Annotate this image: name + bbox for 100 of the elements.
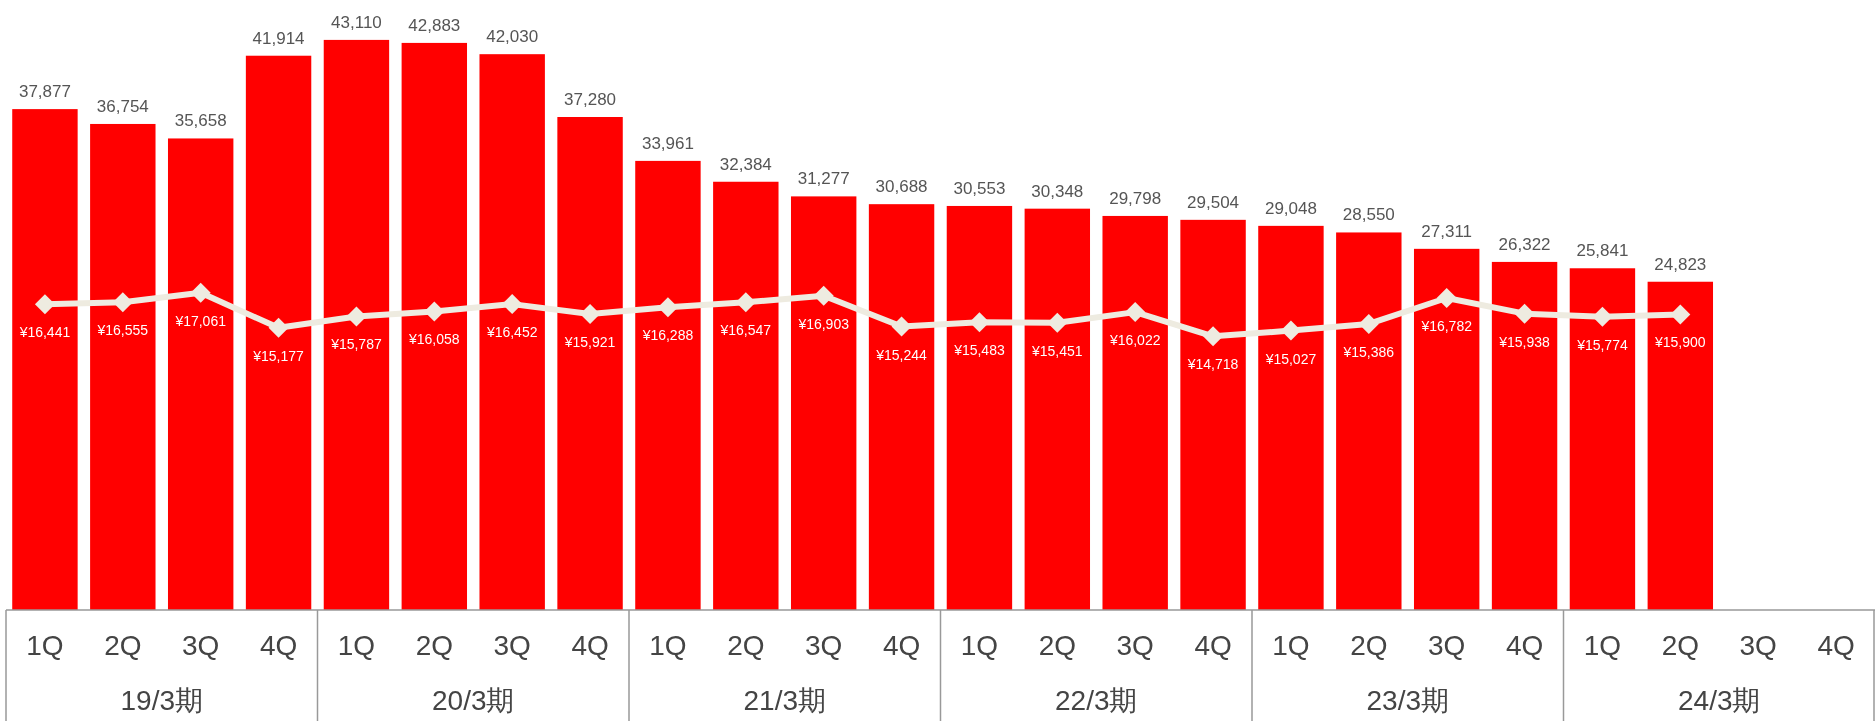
data-label: ¥16,058 xyxy=(408,331,460,348)
text: 22/3期 xyxy=(1055,685,1138,716)
data-label: ¥15,774 xyxy=(1576,336,1628,353)
point xyxy=(190,282,211,303)
point xyxy=(1436,287,1457,308)
x-tick-label: 4Q xyxy=(1505,630,1544,661)
data-label: ¥15,177 xyxy=(252,347,305,364)
point xyxy=(735,292,756,313)
data-label: 31,277 xyxy=(797,169,850,189)
data-label: ¥15,921 xyxy=(563,333,616,350)
data-label: ¥15,483 xyxy=(953,342,1005,359)
bar xyxy=(479,54,545,610)
data-label: 29,504 xyxy=(1187,192,1240,212)
point xyxy=(891,316,912,337)
bar xyxy=(635,160,701,610)
x-tick-label: 1Q xyxy=(649,630,687,661)
point xyxy=(1670,304,1691,325)
point xyxy=(1280,320,1301,341)
text: 23/3期 xyxy=(1366,685,1449,716)
bar xyxy=(1336,232,1402,610)
x-tick-label: 3Q xyxy=(1116,630,1154,661)
data-label: 30,348 xyxy=(1031,181,1084,201)
x-tick-label: 2Q xyxy=(1038,630,1076,661)
text: 20/3期 xyxy=(432,685,515,716)
point xyxy=(1125,302,1146,323)
point xyxy=(346,306,367,327)
bar xyxy=(12,109,78,610)
point xyxy=(424,301,445,322)
bar xyxy=(401,42,468,610)
data-label: 43,110 xyxy=(331,12,382,32)
x-tick-label: 3Q xyxy=(805,630,843,661)
point xyxy=(34,294,55,315)
x-tick-label: 4Q xyxy=(1194,630,1232,661)
bar xyxy=(245,55,312,610)
x-tick-label: 1Q xyxy=(1272,630,1310,661)
bar xyxy=(713,181,779,610)
bar xyxy=(1180,219,1246,610)
x-tick-label: 2Q xyxy=(1661,630,1699,661)
x-tick-label: 1Q xyxy=(26,630,64,661)
data-label: ¥16,452 xyxy=(485,324,538,341)
x-tick-label: 3Q xyxy=(493,630,531,661)
text: 24/3期 xyxy=(1678,685,1761,716)
bar xyxy=(1647,281,1714,610)
data-label: 41,914 xyxy=(252,28,305,48)
data-label: 33,961 xyxy=(641,133,694,153)
bar xyxy=(868,204,935,610)
data-label: ¥15,244 xyxy=(875,346,928,363)
bar xyxy=(1413,248,1480,610)
data-label: ¥15,938 xyxy=(1498,333,1551,350)
point xyxy=(1514,303,1535,324)
point xyxy=(268,317,289,338)
x-tick-label: 2Q xyxy=(1350,630,1388,661)
data-label: 29,048 xyxy=(1264,198,1317,218)
data-label: ¥16,782 xyxy=(1420,317,1473,334)
bar xyxy=(1258,225,1324,610)
data-label: ¥15,386 xyxy=(1342,343,1395,360)
x-tick-label: 2Q xyxy=(104,630,142,661)
data-label: 24,823 xyxy=(1654,254,1707,274)
x-tick-label: 1Q xyxy=(960,630,999,661)
data-label: 36,754 xyxy=(96,96,149,116)
point xyxy=(969,312,990,333)
point xyxy=(657,297,678,318)
data-label: 25,841 xyxy=(1576,241,1629,261)
point xyxy=(580,304,601,324)
data-label: ¥14,718 xyxy=(1186,356,1239,373)
data-label: ¥15,451 xyxy=(1031,342,1083,359)
x-tick-label: 3Q xyxy=(1739,630,1777,661)
text: 21/3期 xyxy=(743,685,826,716)
text: 19/3期 xyxy=(120,685,203,716)
x-tick-label: 2Q xyxy=(727,630,765,661)
point xyxy=(1203,326,1224,347)
bar xyxy=(1102,215,1168,610)
x-tick-label: 1Q xyxy=(337,630,376,661)
data-label: ¥15,787 xyxy=(330,336,382,353)
bar xyxy=(167,138,234,610)
data-label: ¥16,903 xyxy=(797,315,850,332)
bar xyxy=(946,205,1013,610)
data-label: ¥15,027 xyxy=(1264,350,1317,367)
x-tick-label: 3Q xyxy=(1428,630,1466,661)
data-label: ¥16,547 xyxy=(719,322,772,339)
point xyxy=(813,285,834,306)
data-label: 27,311 xyxy=(1421,221,1473,241)
point xyxy=(1047,312,1068,333)
bar xyxy=(557,117,623,610)
bar xyxy=(790,196,857,610)
point xyxy=(1358,313,1379,334)
point xyxy=(1592,306,1613,327)
x-tick-label: 4Q xyxy=(571,630,609,661)
x-tick-label: 3Q xyxy=(182,630,220,661)
point xyxy=(112,292,133,313)
data-label: 37,877 xyxy=(18,82,71,102)
x-tick-label: 4Q xyxy=(882,630,921,661)
data-label: ¥15,900 xyxy=(1654,334,1706,351)
data-label: ¥16,022 xyxy=(1108,332,1161,349)
data-label: 30,688 xyxy=(875,177,928,197)
x-tick-label: 1Q xyxy=(1583,630,1622,661)
bar xyxy=(90,123,156,610)
data-label: ¥16,555 xyxy=(96,322,149,339)
bar xyxy=(1024,208,1091,610)
data-label: 42,030 xyxy=(486,27,539,47)
